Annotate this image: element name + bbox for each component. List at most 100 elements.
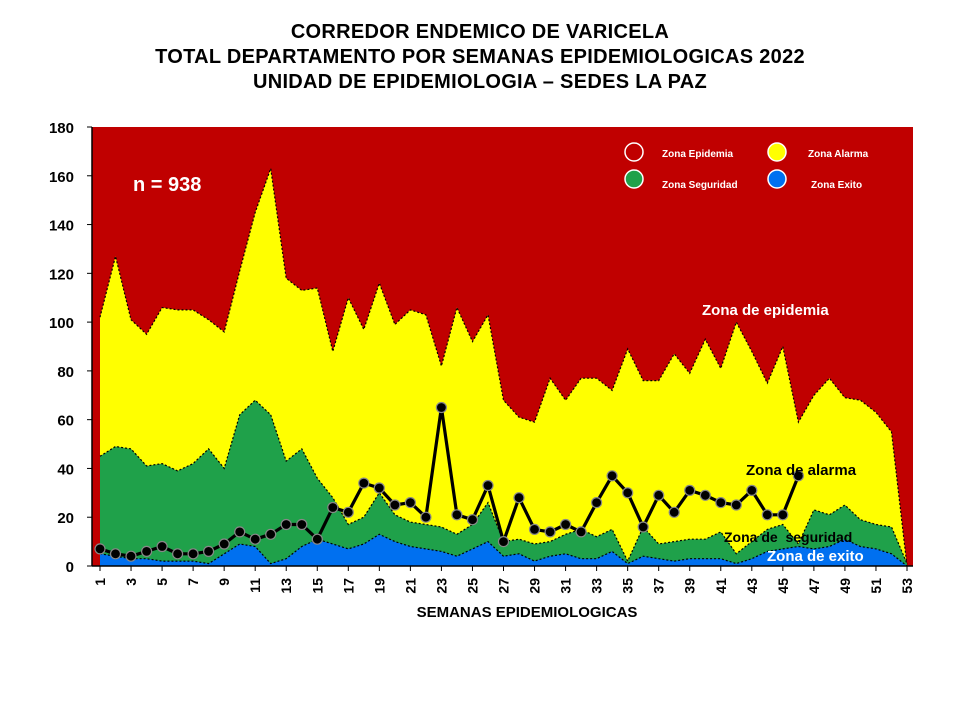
case-point bbox=[280, 518, 292, 531]
case-point bbox=[699, 489, 711, 501]
zona-exito-edge bbox=[99, 533, 908, 567]
y-tick-label: 0 bbox=[66, 559, 74, 576]
case-point bbox=[792, 470, 805, 482]
case-point bbox=[265, 528, 277, 540]
case-point bbox=[327, 501, 339, 514]
x-tick-label: 51 bbox=[868, 578, 884, 594]
case-point bbox=[296, 518, 308, 531]
case-point bbox=[203, 545, 215, 558]
x-tick-label: 27 bbox=[496, 578, 512, 594]
case-point bbox=[606, 470, 618, 482]
x-tick-label: 11 bbox=[247, 578, 263, 593]
x-tick-label: 45 bbox=[775, 578, 791, 594]
case-point bbox=[156, 540, 168, 553]
x-tick-label: 1 bbox=[92, 578, 108, 586]
legend-marker-epidemia bbox=[624, 142, 644, 162]
y-tick-label: 100 bbox=[49, 315, 74, 332]
cases-series bbox=[94, 401, 805, 562]
legend-label-alarma: Zona Alarma bbox=[808, 149, 869, 160]
case-point bbox=[590, 497, 603, 509]
case-point bbox=[109, 548, 122, 560]
y-tick-label: 160 bbox=[49, 169, 74, 186]
case-point bbox=[218, 538, 230, 550]
cases-line bbox=[99, 405, 800, 558]
case-point bbox=[668, 506, 680, 518]
case-point bbox=[637, 521, 649, 533]
case-point bbox=[389, 499, 401, 511]
case-point bbox=[559, 518, 572, 531]
zona-alarma-edge bbox=[99, 168, 908, 567]
case-point bbox=[653, 489, 665, 501]
chart-title-line-1: CORREDOR ENDEMICO DE VARICELA bbox=[290, 21, 670, 43]
x-tick-label: 5 bbox=[154, 578, 170, 586]
case-point bbox=[497, 535, 510, 548]
case-point bbox=[94, 543, 106, 555]
n-annotation: n = 938 bbox=[133, 174, 201, 196]
case-point bbox=[746, 484, 758, 496]
x-tick-label: 17 bbox=[340, 578, 356, 594]
case-point bbox=[358, 477, 370, 489]
y-tick-label: 80 bbox=[57, 364, 74, 381]
x-axis: 1 3 5 7 9 11 13 15 17 19 21 23 25 27 29 31 33 35 37 39 41 43 4… bbox=[92, 565, 915, 594]
y-tick-label: 180 bbox=[49, 120, 74, 137]
y-tick-label: 20 bbox=[57, 510, 74, 527]
case-point bbox=[125, 550, 137, 562]
zona-exito-label: Zona de exito bbox=[767, 548, 864, 565]
case-point bbox=[373, 482, 385, 494]
case-point bbox=[420, 511, 432, 523]
x-tick-label: 15 bbox=[309, 578, 325, 594]
legend-label-epidemia: Zona Epidemia bbox=[662, 149, 734, 160]
x-tick-label: 23 bbox=[433, 578, 449, 594]
x-tick-label: 49 bbox=[837, 578, 853, 594]
x-tick-label: 33 bbox=[589, 578, 605, 594]
case-point bbox=[482, 479, 494, 492]
case-point bbox=[342, 506, 354, 518]
chart-title-block: CORREDOR ENDEMICO DE VARICELA TOTAL DEPA… bbox=[0, 20, 960, 95]
y-axis: 0 20 40 60 80 100 120 140 160 180 bbox=[49, 120, 93, 576]
legend-marker-exito bbox=[767, 169, 787, 189]
x-tick-label: 31 bbox=[558, 578, 574, 594]
case-point bbox=[187, 548, 199, 560]
legend-marker-seguridad bbox=[624, 169, 644, 189]
x-tick-label: 21 bbox=[402, 578, 418, 594]
y-tick-label: 120 bbox=[49, 266, 74, 283]
zona-seguridad-label: Zona de seguridad bbox=[724, 529, 852, 545]
chart-title-line-2: TOTAL DEPARTAMENTO POR SEMANAS EPIDEMIOL… bbox=[155, 46, 805, 68]
legend: Zona Epidemia Zona Alarma Zona Seguridad… bbox=[624, 142, 869, 191]
legend-marker-alarma bbox=[767, 142, 787, 162]
case-point bbox=[730, 499, 742, 511]
x-tick-label: 41 bbox=[713, 578, 729, 594]
case-point bbox=[575, 526, 587, 538]
case-point bbox=[435, 401, 447, 414]
case-point bbox=[513, 492, 525, 504]
x-tick-label: 29 bbox=[527, 578, 543, 594]
zona-alarma-label: Zona de alarma bbox=[746, 462, 857, 479]
x-tick-label: 37 bbox=[651, 578, 667, 594]
case-point bbox=[404, 497, 416, 509]
case-point bbox=[311, 533, 323, 545]
y-tick-label: 60 bbox=[57, 413, 74, 430]
case-point bbox=[528, 523, 541, 536]
case-point bbox=[141, 545, 153, 558]
case-point bbox=[622, 487, 634, 499]
x-tick-label: 39 bbox=[682, 578, 698, 594]
case-point bbox=[715, 497, 727, 509]
x-tick-label: 43 bbox=[744, 578, 760, 594]
case-point bbox=[249, 533, 261, 545]
x-tick-label: 25 bbox=[464, 578, 480, 594]
y-tick-label: 40 bbox=[57, 461, 74, 478]
x-tick-label: 47 bbox=[806, 578, 822, 594]
x-axis-label: SEMANAS EPIDEMIOLOGICAS bbox=[417, 604, 638, 621]
x-tick-label: 35 bbox=[620, 578, 636, 594]
x-tick-label: 7 bbox=[185, 578, 201, 586]
legend-label-seguridad: Zona Seguridad bbox=[662, 180, 738, 191]
case-point bbox=[777, 509, 789, 521]
case-point bbox=[466, 514, 479, 526]
case-point bbox=[761, 509, 773, 521]
case-point bbox=[544, 526, 556, 538]
x-tick-label: 53 bbox=[899, 578, 915, 594]
x-tick-label: 9 bbox=[216, 578, 232, 586]
legend-label-exito: Zona Exito bbox=[811, 180, 862, 191]
y-tick-label: 140 bbox=[49, 218, 74, 235]
x-tick-label: 13 bbox=[278, 578, 294, 594]
